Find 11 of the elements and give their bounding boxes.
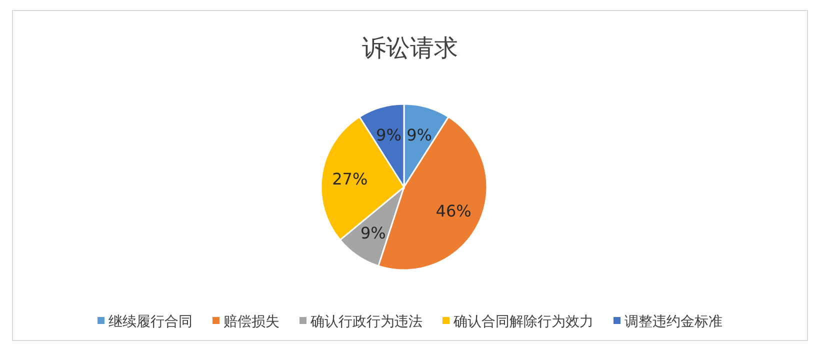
legend-label: 继续履行合同 <box>108 314 192 330</box>
data-label: 9% <box>360 223 386 242</box>
data-label: 27% <box>332 169 368 188</box>
data-label: 9% <box>376 125 402 144</box>
legend-label: 确认行政行为违法 <box>310 314 422 330</box>
legend-label: 确认合同解除行为效力 <box>452 314 594 330</box>
legend-label: 赔偿损失 <box>224 314 280 330</box>
data-label: 46% <box>436 201 472 220</box>
chart-title: 诉讼请求 <box>362 34 458 62</box>
legend-label: 调整违约金标准 <box>624 314 722 330</box>
data-label: 9% <box>406 125 432 144</box>
